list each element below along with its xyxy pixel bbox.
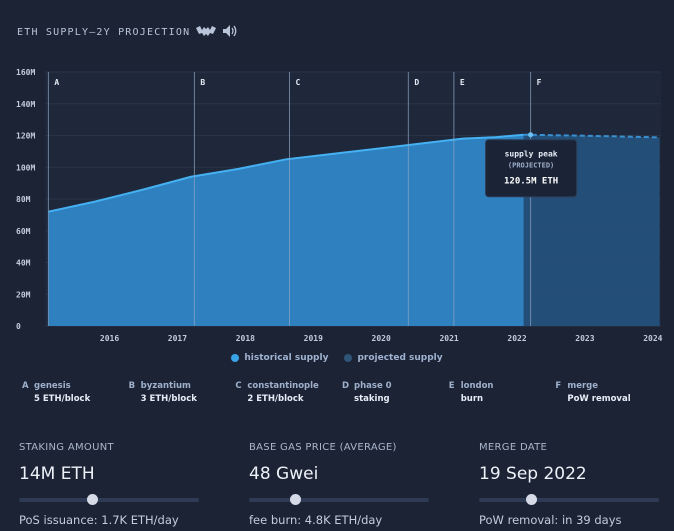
supply-chart[interactable]: A B C D E F 0 20M 40M 60M 80M 100M 120M 140M 160M 2016… [0, 60, 674, 360]
phase-name: genesis [34, 381, 71, 391]
page-title: ETH SUPPLY—2Y PROJECTION [17, 27, 191, 38]
x-tick-label: 2023 [575, 334, 594, 343]
phase-detail: burn [460, 394, 484, 404]
phase-name: constantinople [247, 381, 319, 391]
historical-swatch [231, 354, 240, 362]
phase-name: london [460, 381, 494, 391]
gas-price-slider[interactable] [249, 494, 429, 506]
phase-detail: 2 ETH/block [247, 394, 304, 404]
x-tick-label: 2020 [372, 334, 391, 343]
bat-icon[interactable] [196, 25, 217, 40]
x-tick-label: 2024 [643, 334, 662, 343]
phase-marker-d: D [414, 78, 419, 87]
historical-area [48, 134, 524, 326]
control-subtext: PoW removal: in 39 days [479, 513, 622, 527]
historical-line [48, 133, 524, 213]
x-tick-label: 2021 [439, 334, 458, 343]
phase-name: byzantium [140, 381, 191, 391]
slider-track[interactable] [479, 498, 659, 502]
y-tick-label: 60M [16, 227, 31, 236]
y-tick-label: 0 [16, 322, 21, 331]
tooltip-subtitle: (PROJECTED) [508, 162, 554, 170]
phase-detail: 5 ETH/block [34, 394, 91, 404]
phase-letter: B [128, 381, 136, 391]
tooltip-title: supply peak [505, 150, 558, 159]
legend-item-projected[interactable]: projected supply [344, 353, 443, 363]
y-tick-label: 140M [16, 100, 35, 109]
x-tick-label: 2016 [100, 334, 119, 343]
x-tick-label: 2018 [236, 334, 255, 343]
speaker-icon[interactable] [222, 24, 238, 41]
projected-swatch [344, 354, 353, 362]
phase-letter: E [448, 381, 455, 391]
phase-marker-f: F [537, 78, 542, 87]
control-value: 48 Gwei [249, 464, 319, 484]
x-tick-label: 2019 [304, 334, 323, 343]
gas-price-control: BASE GAS PRICE (AVERAGE) 48 Gwei fee bur… [249, 442, 429, 527]
y-tick-label: 80M [16, 195, 31, 204]
x-tick-label: 2022 [507, 334, 526, 343]
phase-letter: F [555, 381, 562, 391]
projected-line [523, 133, 660, 139]
phase-detail: 3 ETH/block [140, 394, 197, 404]
phase-marker-c: C [295, 78, 300, 87]
peak-marker[interactable] [528, 132, 534, 138]
control-value: 14M ETH [19, 464, 95, 484]
control-subtext: PoS issuance: 1.7K ETH/day [19, 513, 179, 527]
phase-name: merge [567, 381, 599, 391]
phase-marker-b: B [200, 78, 205, 87]
slider-track[interactable] [19, 498, 199, 502]
tooltip-box [485, 139, 578, 198]
slider-track[interactable] [249, 498, 429, 502]
tooltip-value: 120.5M ETH [504, 177, 558, 187]
x-tick-label: 2017 [168, 334, 187, 343]
slider-thumb[interactable] [87, 494, 99, 505]
staking-amount-control: STAKING AMOUNT 14M ETH PoS issuance: 1.7… [19, 442, 199, 527]
slider-thumb[interactable] [525, 494, 537, 505]
merge-date-slider[interactable] [479, 494, 659, 506]
control-subtext: fee burn: 4.8K ETH/day [249, 513, 383, 527]
slider-thumb[interactable] [290, 494, 302, 505]
y-tick-label: 120M [16, 132, 35, 141]
phase-letter: D [342, 381, 350, 391]
legend-item-historical[interactable]: historical supply [231, 353, 328, 363]
y-tick-label: 40M [16, 259, 31, 268]
legend-label: historical supply [244, 353, 329, 363]
chart-header: ETH SUPPLY—2Y PROJECTION [17, 24, 238, 41]
y-tick-label: 160M [16, 68, 35, 77]
control-label: BASE GAS PRICE (AVERAGE) [249, 442, 397, 453]
phase-detail: staking [354, 394, 390, 404]
control-value: 19 Sep 2022 [479, 464, 587, 484]
phase-letter: A [22, 381, 29, 391]
control-panel: STAKING AMOUNT 14M ETH PoS issuance: 1.7… [19, 442, 659, 527]
phase-detail: PoW removal [567, 394, 631, 404]
control-label: MERGE DATE [479, 442, 548, 453]
phase-letter: C [235, 381, 242, 391]
phase-marker-a: A [54, 78, 59, 87]
control-label: STAKING AMOUNT [19, 442, 114, 453]
merge-date-control: MERGE DATE 19 Sep 2022 PoW removal: in 3… [479, 442, 659, 527]
y-tick-label: 100M [16, 163, 35, 172]
y-tick-label: 20M [16, 290, 31, 299]
phase-marker-e: E [460, 78, 465, 87]
staking-amount-slider[interactable] [19, 494, 199, 506]
phase-name: phase 0 [354, 381, 392, 391]
legend-label: projected supply [357, 353, 443, 363]
chart-legend: historical supply projected supply [0, 353, 674, 363]
